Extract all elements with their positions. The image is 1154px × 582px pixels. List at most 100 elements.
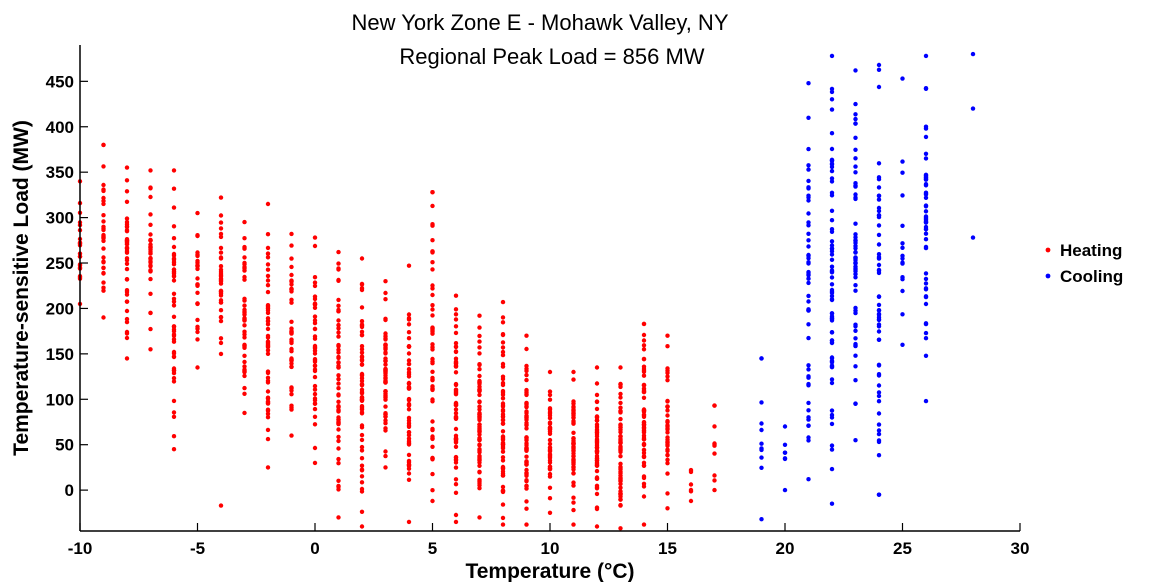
data-point <box>430 249 435 254</box>
data-point <box>406 371 412 377</box>
data-point <box>430 267 435 272</box>
data-point <box>406 415 412 421</box>
data-point <box>171 236 177 241</box>
data-point <box>500 345 506 350</box>
data-point <box>806 299 811 304</box>
data-point <box>171 224 177 229</box>
data-point <box>312 348 318 353</box>
data-point <box>853 156 858 161</box>
data-point <box>359 256 365 261</box>
data-point <box>806 178 811 184</box>
legend-marker <box>1045 247 1051 253</box>
data-point <box>594 457 600 463</box>
data-point <box>641 454 647 459</box>
data-point <box>477 453 482 459</box>
data-point <box>641 356 647 362</box>
data-point <box>406 344 412 349</box>
data-point <box>359 480 365 485</box>
data-point <box>618 502 623 508</box>
data-point <box>406 330 412 335</box>
data-point <box>853 184 858 189</box>
data-point <box>594 414 600 419</box>
data-point <box>806 244 811 249</box>
data-point <box>453 437 459 443</box>
data-point <box>406 312 412 317</box>
data-point <box>876 185 882 190</box>
data-point <box>665 399 670 404</box>
data-point <box>477 407 482 412</box>
data-point <box>524 392 529 398</box>
data-point <box>547 510 553 515</box>
data-point <box>359 373 365 378</box>
data-point <box>336 334 341 339</box>
data-point <box>853 288 858 293</box>
data-point <box>383 404 388 409</box>
data-point <box>641 447 647 453</box>
data-point <box>547 415 553 421</box>
data-point <box>218 220 224 225</box>
data-point <box>242 303 247 308</box>
data-point <box>923 336 929 341</box>
data-point <box>853 328 858 333</box>
data-point <box>265 245 271 251</box>
data-point <box>500 466 506 471</box>
data-point <box>359 350 365 355</box>
data-point <box>383 395 388 400</box>
data-point <box>312 391 318 397</box>
data-point <box>359 281 365 287</box>
data-point <box>829 146 835 152</box>
data-point <box>524 372 529 378</box>
data-point <box>618 433 623 439</box>
data-point <box>829 408 835 413</box>
data-point <box>218 256 224 261</box>
data-point <box>524 446 529 452</box>
data-point <box>430 190 435 195</box>
data-point <box>829 158 835 163</box>
data-point <box>876 256 882 261</box>
data-point <box>312 414 318 419</box>
data-point <box>383 316 388 321</box>
data-point <box>500 458 506 463</box>
data-point <box>853 170 858 175</box>
data-point <box>359 329 365 334</box>
data-point <box>853 101 858 107</box>
data-point <box>853 221 858 226</box>
data-point <box>406 317 412 322</box>
data-point <box>500 449 506 454</box>
data-point <box>923 203 929 208</box>
data-point <box>853 147 858 152</box>
data-point <box>171 262 177 267</box>
data-point <box>900 288 905 294</box>
data-point <box>124 335 130 341</box>
data-point <box>594 445 600 451</box>
data-point <box>477 399 482 405</box>
data-point <box>524 499 529 504</box>
data-point <box>876 390 882 395</box>
data-point <box>195 210 200 216</box>
data-point <box>524 333 529 338</box>
data-point <box>101 226 106 231</box>
data-point <box>571 522 576 527</box>
data-point <box>806 375 811 380</box>
data-point <box>336 456 341 462</box>
data-point <box>477 373 482 379</box>
data-point <box>289 407 294 412</box>
data-point <box>383 418 388 423</box>
data-point <box>312 383 318 389</box>
data-point <box>359 468 365 473</box>
data-point <box>923 281 929 286</box>
y-tick-label: 0 <box>65 481 74 500</box>
data-point <box>453 382 459 388</box>
data-point <box>171 271 177 276</box>
data-point <box>124 199 130 204</box>
data-point <box>853 68 858 73</box>
data-point <box>618 440 623 445</box>
data-point <box>265 304 271 309</box>
data-point <box>876 322 882 327</box>
data-point <box>782 456 788 462</box>
data-point <box>806 383 811 388</box>
data-point <box>359 391 365 396</box>
data-point <box>383 367 388 372</box>
data-point <box>900 342 905 347</box>
data-point <box>477 450 482 455</box>
